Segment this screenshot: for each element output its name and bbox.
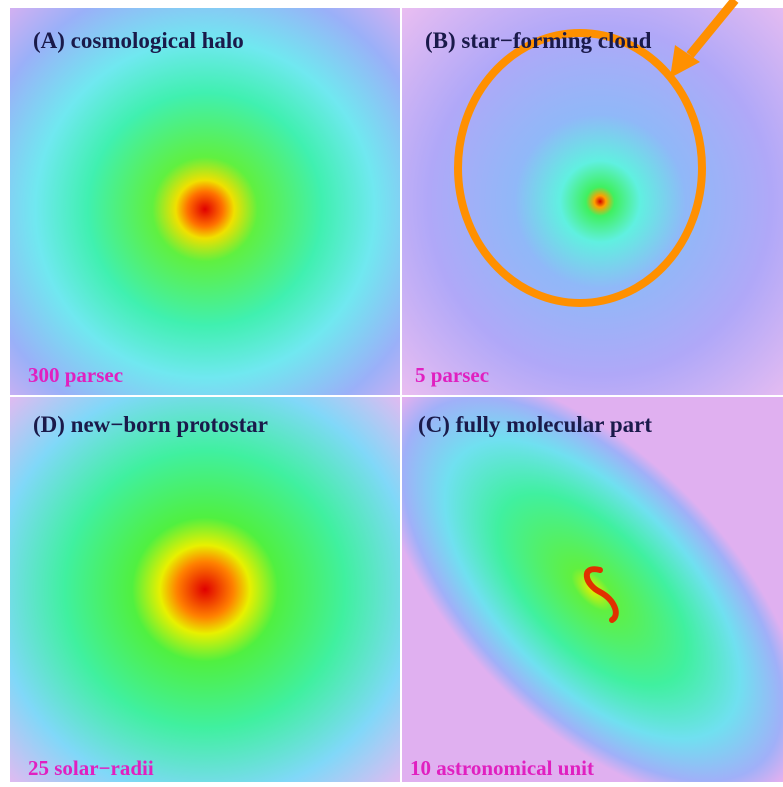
figure: (A) cosmological halo 300 parsec (B) sta… (0, 0, 783, 787)
panel-title: (A) cosmological halo (33, 28, 244, 53)
scale-label: 5 parsec (415, 363, 489, 387)
scale-label: 25 solar−radii (28, 756, 154, 780)
panel-title: (D) new−born protostar (33, 412, 268, 437)
panel-image (10, 8, 400, 395)
panel-title: (C) fully molecular part (418, 412, 652, 437)
scale-label: 10 astronomical unit (410, 756, 594, 780)
scale-label: 300 parsec (28, 363, 123, 387)
panel-image (10, 397, 400, 782)
panel-title: (B) star−forming cloud (425, 28, 652, 53)
